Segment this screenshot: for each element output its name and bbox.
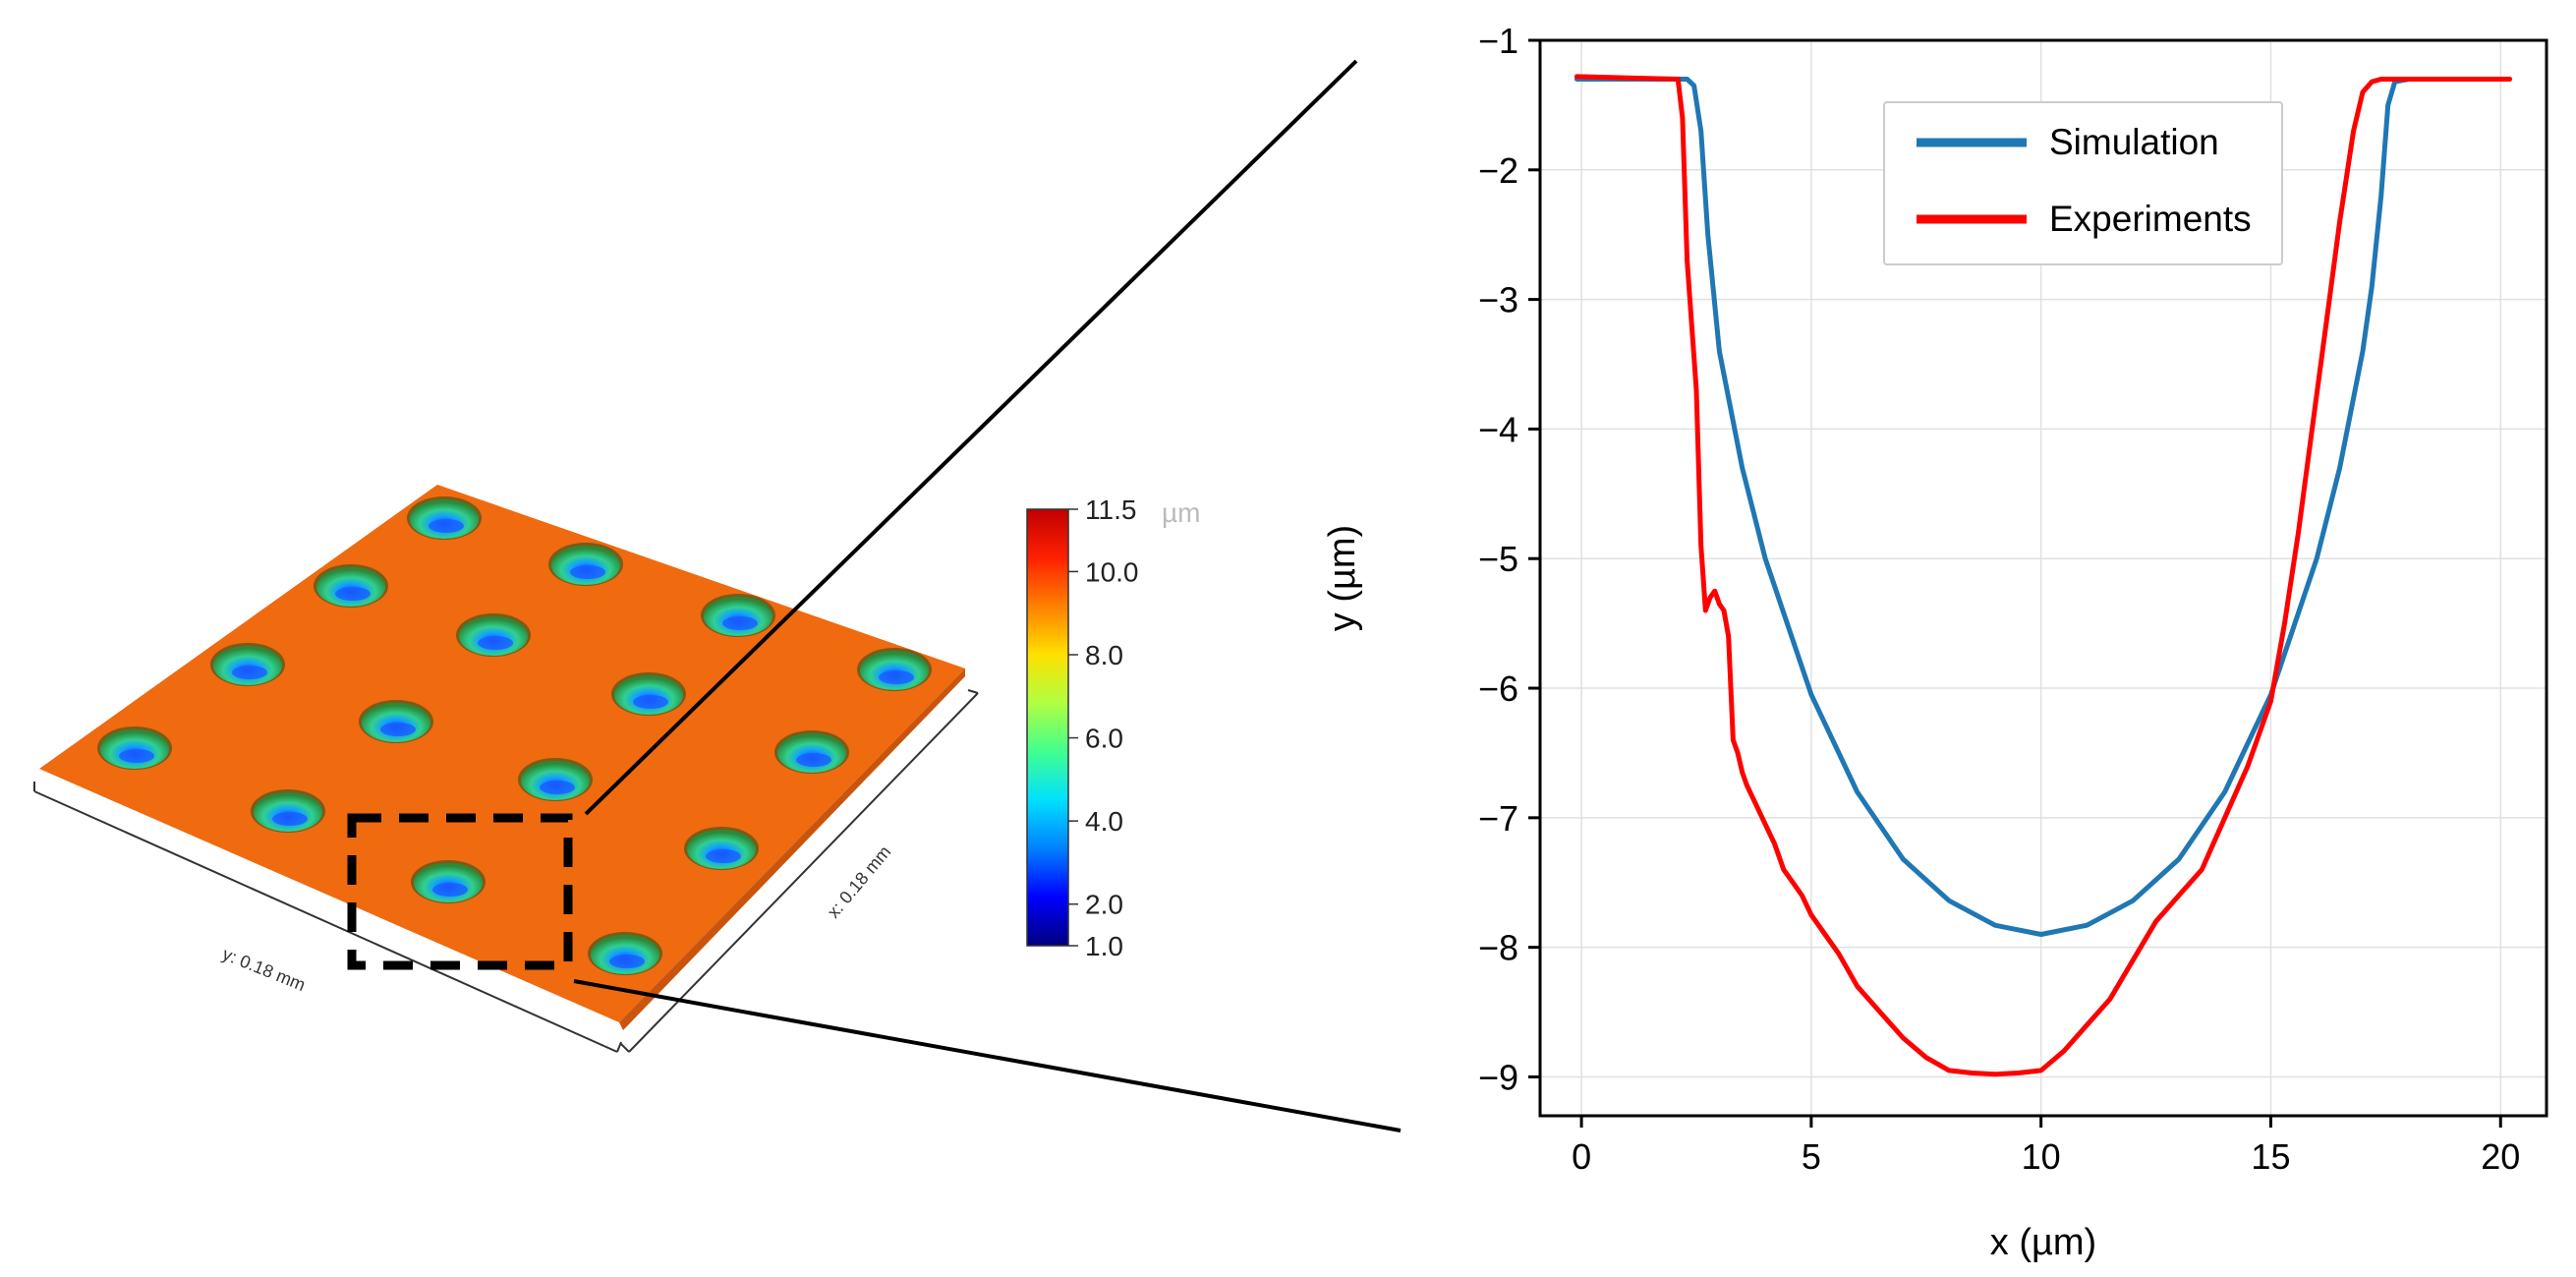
colorbar-unit: µm xyxy=(1162,497,1200,528)
zoom-connector-top xyxy=(584,59,1358,816)
series-layer xyxy=(1574,74,2513,1077)
colorbar-ticks: 11.5 10.0 8.0 6.0 4.0 2.0 1.0 xyxy=(1068,494,1139,961)
series-line-simulation xyxy=(1574,77,2503,937)
colorbar-tick-label: 1.0 xyxy=(1085,931,1123,961)
legend-label-simulation: Simulation xyxy=(2049,122,2219,162)
dimple xyxy=(411,860,486,903)
dimple xyxy=(701,594,775,637)
y-tick-label: −5 xyxy=(1478,539,1518,579)
colorbar-tick-label: 10.0 xyxy=(1085,556,1139,587)
legend: Simulation Experiments xyxy=(1883,101,2283,265)
dimple xyxy=(314,564,388,608)
legend-label-experiments: Experiments xyxy=(2049,199,2252,239)
y-axis-label: y (µm) xyxy=(1322,525,1363,631)
dimple xyxy=(456,613,531,657)
surface-panel: y: 0.18 mm x: 0.18 mm xyxy=(33,59,1402,1132)
y-tick-label: −2 xyxy=(1478,150,1518,191)
dimple xyxy=(518,758,593,801)
dimple xyxy=(251,789,325,833)
y-tick-label: −4 xyxy=(1478,409,1518,449)
y-tick-label: −3 xyxy=(1478,280,1518,320)
colorbar-tick-label: 11.5 xyxy=(1085,494,1136,525)
dimple xyxy=(97,726,172,770)
x-tick-label: 0 xyxy=(1572,1136,1591,1177)
colorbar-tick-label: 4.0 xyxy=(1085,806,1123,837)
x-axis-label: x (µm) xyxy=(1990,1222,2096,1263)
plot-frame xyxy=(1538,38,2548,1118)
dimple xyxy=(611,672,686,716)
colorbar-tick-label: 2.0 xyxy=(1085,890,1123,920)
scale-y-label: y: 0.18 mm xyxy=(220,944,309,995)
colorbar-bar xyxy=(1026,508,1069,947)
series-line-experiments xyxy=(1574,74,2513,1077)
dimples xyxy=(97,496,932,975)
dimple xyxy=(857,648,932,691)
dimple xyxy=(774,730,849,774)
surface-plate-edge xyxy=(619,668,965,1030)
y-scale-axis xyxy=(33,790,618,1053)
dimple xyxy=(588,932,662,975)
dimple xyxy=(359,700,433,743)
dimple xyxy=(407,496,482,540)
y-tick-label: −9 xyxy=(1478,1057,1518,1097)
x-tick-label: 15 xyxy=(2251,1136,2290,1177)
colorbar: 11.5 10.0 8.0 6.0 4.0 2.0 1.0 µm xyxy=(1026,494,1200,961)
scale-axes xyxy=(33,689,979,1053)
x-scale-axis xyxy=(628,692,979,1053)
y-tick-label: −8 xyxy=(1478,928,1518,968)
zoom-connector-bottom xyxy=(573,979,1402,1132)
colorbar-tick-label: 6.0 xyxy=(1085,724,1123,754)
scale-x-label: x: 0.18 mm xyxy=(824,842,895,922)
x-tick-label: 10 xyxy=(2022,1136,2061,1177)
x-tick-label: 20 xyxy=(2481,1136,2520,1177)
y-axis-ticks: −1 −2 −3 −4 −5 −6 −7 −8 −9 xyxy=(1478,21,1540,1097)
y-tick-label: −7 xyxy=(1478,798,1518,839)
x-tick-label: 5 xyxy=(1802,1136,1821,1177)
y-tick-label: −1 xyxy=(1478,21,1518,61)
x-axis-ticks: 0 5 10 15 20 xyxy=(1572,1116,2520,1177)
dimple xyxy=(210,643,285,686)
dimple xyxy=(684,827,759,870)
zoom-box xyxy=(347,813,573,970)
dimple xyxy=(548,543,623,586)
y-tick-label: −6 xyxy=(1478,668,1518,709)
colorbar-tick-label: 8.0 xyxy=(1085,640,1123,670)
line-chart: 0 5 10 15 20 −1 −2 −3 −4 −5 −6 −7 −8 −9 x (µm) y (µm… xyxy=(1322,21,2548,1263)
